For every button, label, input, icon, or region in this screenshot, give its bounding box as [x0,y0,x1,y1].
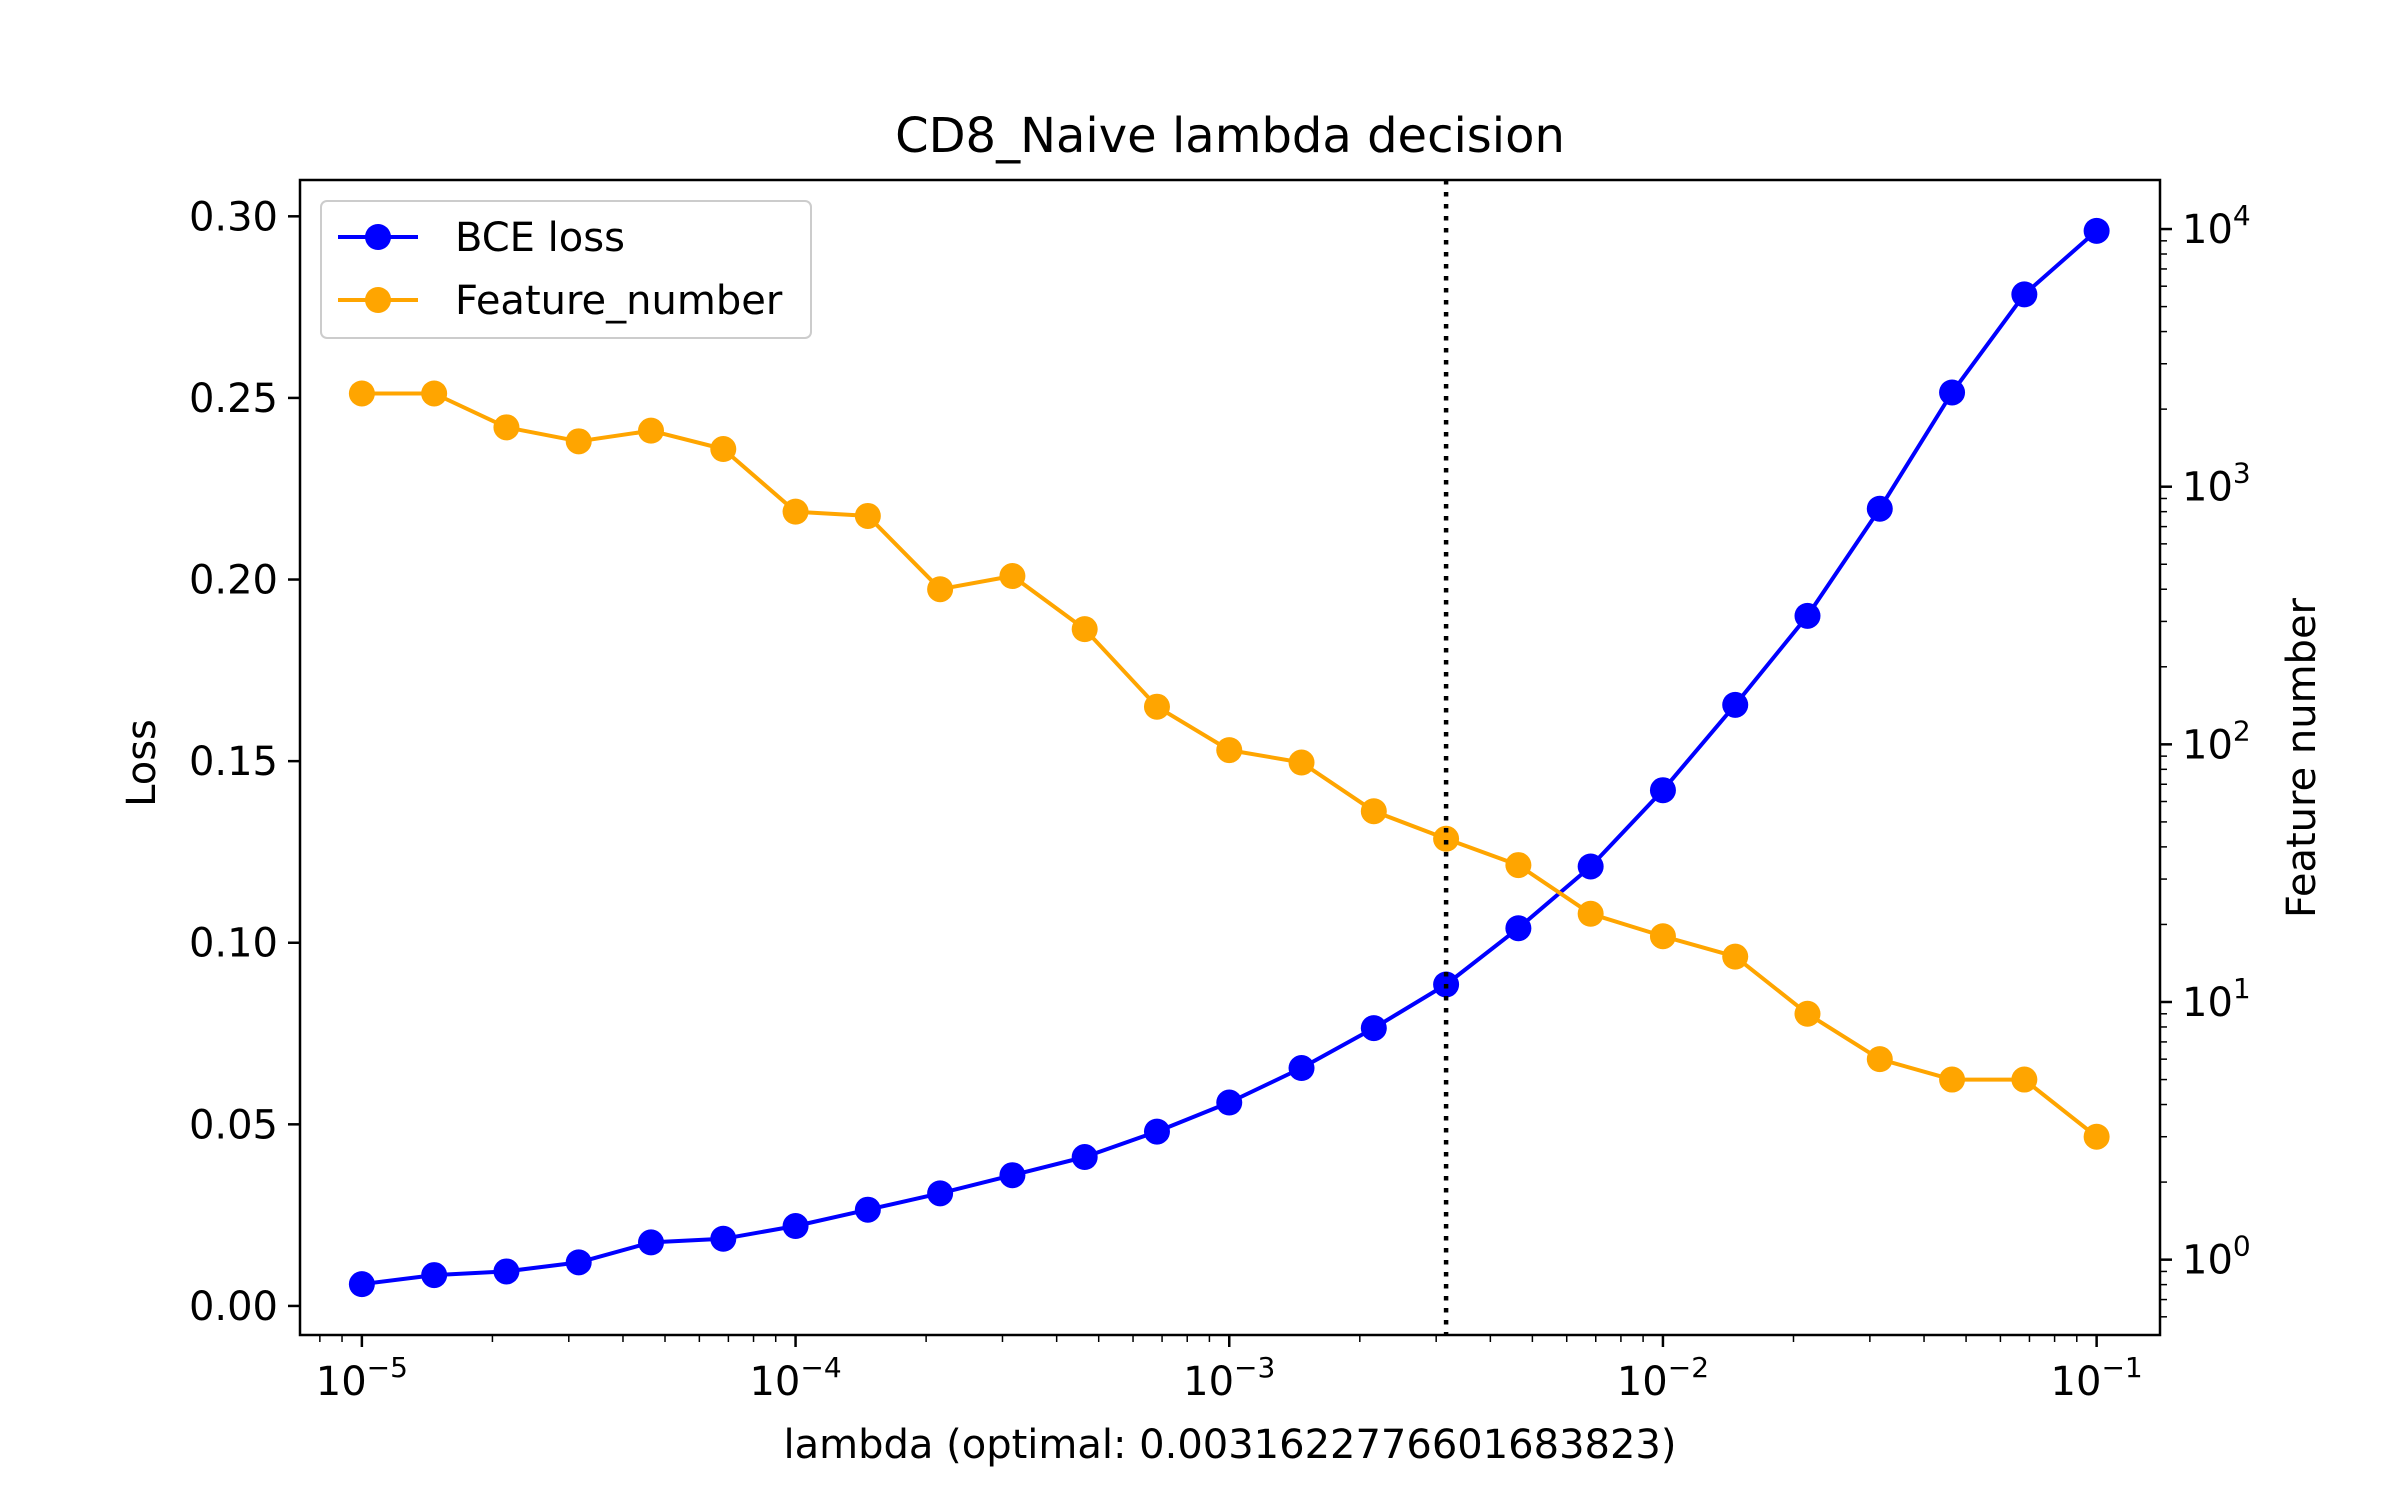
y2-tick-label-1: 101 [2182,972,2251,1026]
point-bce-loss [999,1162,1026,1189]
point-bce-loss [1216,1089,1243,1116]
point-feature-number [1071,616,1098,643]
point-feature-number [565,428,592,455]
y2-tick-label-0: 100 [2182,1230,2251,1284]
point-feature-number [2011,1066,2038,1093]
legend-marker-feature-number [365,287,391,313]
point-bce-loss [2083,217,2110,244]
y-tick-label-2: 0.10 [189,921,278,967]
point-feature-number [1794,1000,1821,1027]
point-feature-number [348,380,375,407]
point-feature-number [1866,1046,1893,1073]
legend-label-bce-loss: BCE loss [455,215,625,261]
point-feature-number [2083,1123,2110,1150]
point-bce-loss [493,1258,520,1285]
y2-tick-label-4: 104 [2182,199,2251,253]
point-bce-loss [1649,777,1676,804]
point-feature-number [1505,852,1532,879]
y-tick-label-4: 0.20 [189,558,278,604]
x-tick-label-0: 10−5 [316,1351,408,1405]
chart-title: CD8_Naive lambda decision [895,108,1565,164]
y2-tick-label-3: 103 [2182,457,2251,511]
point-bce-loss [927,1180,954,1207]
point-bce-loss [1866,495,1893,522]
point-bce-loss [1577,853,1604,880]
point-feature-number [1433,825,1460,852]
legend-box [320,200,812,339]
x-tick-label-4: 10−1 [2051,1351,2143,1405]
y-axis-label: Loss [119,719,165,807]
point-feature-number [1577,900,1604,927]
point-feature-number [999,563,1026,590]
point-bce-loss [1143,1118,1170,1145]
point-bce-loss [421,1262,448,1289]
point-bce-loss [637,1229,664,1256]
point-bce-loss [2011,281,2038,308]
point-feature-number [1649,923,1676,950]
y2-axis-label: Feature number [2279,597,2325,918]
point-feature-number [1288,749,1315,776]
point-feature-number [710,436,737,463]
x-axis-label: lambda (optimal: 0.0031622776601683823) [784,1422,1677,1468]
y-tick-label-1: 0.05 [189,1102,278,1148]
y-tick-label-0: 0.00 [189,1284,278,1330]
point-feature-number [1722,943,1749,970]
x-tick-label-1: 10−4 [749,1351,841,1405]
point-bce-loss [1722,691,1749,718]
point-feature-number [1360,798,1387,825]
legend-label-feature-number: Feature_number [455,278,783,324]
point-feature-number [854,502,881,529]
point-bce-loss [1505,915,1532,942]
point-bce-loss [1794,602,1821,629]
point-bce-loss [854,1196,881,1223]
point-feature-number [782,498,809,525]
point-feature-number [637,417,664,444]
point-bce-loss [782,1213,809,1240]
y-tick-label-3: 0.15 [189,739,278,785]
legend: BCE loss Feature_number [320,200,812,339]
legend-marker-bce-loss [365,224,391,250]
plot-layer [348,180,2110,1335]
y2-tick-label-2: 102 [2182,714,2251,768]
x-tick-label-2: 10−3 [1183,1351,1275,1405]
point-bce-loss [1288,1055,1315,1082]
y-tick-label-6: 0.30 [189,194,278,240]
axis-layer: 10−5 10−4 10−3 10−2 10−1 0.00 0.05 0.10 0.15 0.20… [189,194,2251,1405]
point-bce-loss [710,1225,737,1252]
point-bce-loss [1071,1144,1098,1171]
point-feature-number [421,380,448,407]
point-feature-number [1939,1066,1966,1093]
point-feature-number [1216,737,1243,764]
point-bce-loss [1360,1015,1387,1042]
y-tick-label-5: 0.25 [189,376,278,422]
point-bce-loss [348,1271,375,1298]
point-bce-loss [1939,379,1966,406]
point-bce-loss [565,1249,592,1276]
x-tick-label-3: 10−2 [1617,1351,1709,1405]
point-feature-number [927,576,954,603]
point-feature-number [493,414,520,441]
point-feature-number [1143,693,1170,720]
